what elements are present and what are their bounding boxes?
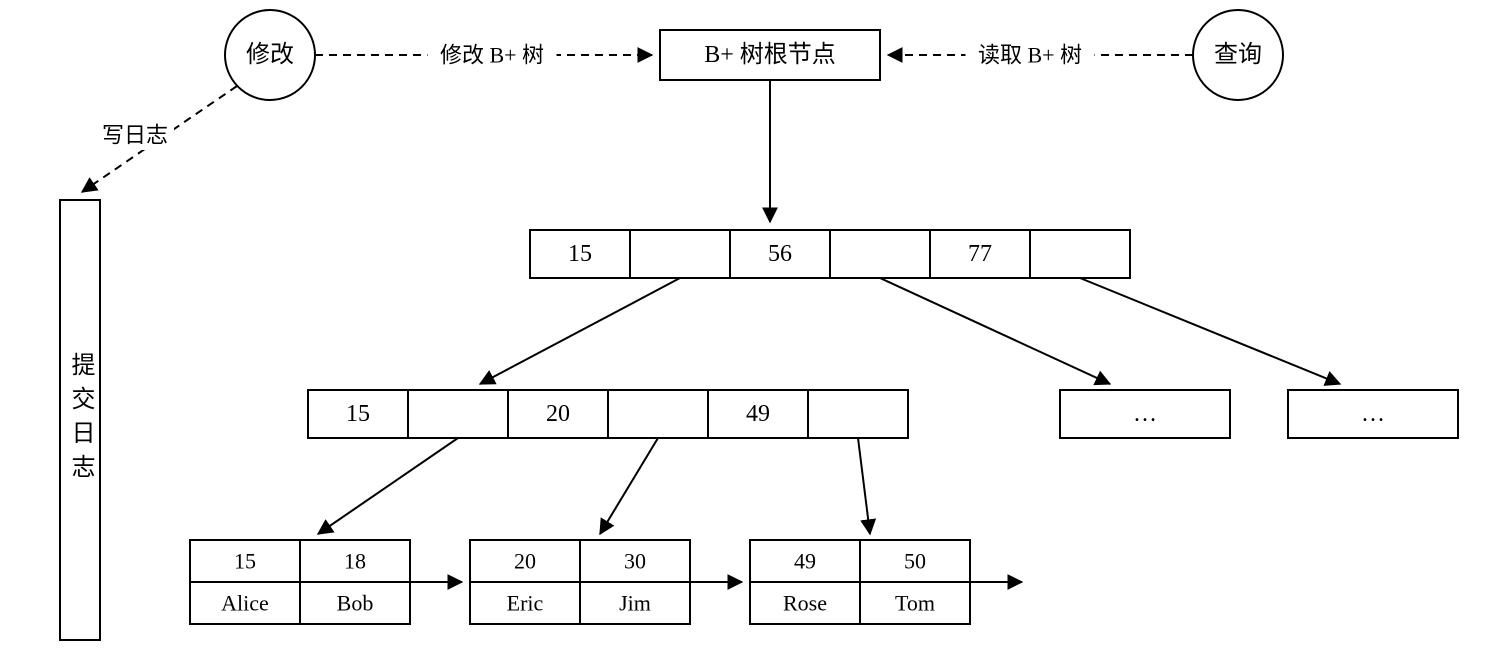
internal2-val-4: 49 [746,401,770,427]
internal2-cell-1 [408,390,508,438]
leaf-0-val-0: Alice [221,591,269,616]
internal2-val-0: 15 [346,401,370,427]
leaf-2-val-0: Rose [783,591,827,616]
arrow-internal1-ptr2-to-ellipsis1 [1080,278,1340,384]
query-label: 查询 [1214,41,1262,68]
leaf-2-key-0: 49 [794,549,816,574]
leaf-2-key-1: 50 [904,549,926,574]
commit-log-label: 提交日志 [67,352,95,488]
leaf-0-key-0: 15 [234,549,256,574]
arrow-internal2-ptr2-to-leaf2 [858,438,870,534]
leaf-1-val-1: Jim [619,591,651,616]
leaf-0-val-1: Bob [337,591,374,616]
internal1-cell-1 [630,230,730,278]
leaf-2-val-1: Tom [895,591,935,616]
arrow-internal2-ptr1-to-leaf1 [600,438,658,534]
ellipsis-label-1: … [1361,401,1385,427]
internal1-cell-5 [1030,230,1130,278]
edge-label-modify-bpt: 修改 B+ 树 [440,43,544,68]
leaf-1-key-0: 20 [514,549,536,574]
arrow-internal1-ptr0-to-internal2 [480,278,680,384]
leaf-1-val-0: Eric [507,591,544,616]
diagram-canvas: 修改 查询 B+ 树根节点提交日志 写日志 修改 B+ 树 读取 B+ 树 15 56 77 15… [0,0,1500,669]
edge-label-write-log: 写日志 [102,123,168,148]
internal1-val-0: 15 [568,241,592,267]
internal2-cell-5 [808,390,908,438]
modify-label: 修改 [246,41,294,68]
internal2-cell-3 [608,390,708,438]
leaf-0-key-1: 18 [344,549,366,574]
root-label: B+ 树根节点 [704,41,836,68]
arrow-internal1-ptr1-to-ellipsis0 [880,278,1110,384]
edge-label-read-bpt: 读取 B+ 树 [978,43,1082,68]
internal1-val-4: 77 [968,241,992,267]
internal1-val-2: 56 [768,241,792,267]
leaf-1-key-1: 30 [624,549,646,574]
ellipsis-label-0: … [1133,401,1157,427]
arrow-internal2-ptr0-to-leaf0 [318,438,458,534]
internal2-val-2: 20 [546,401,570,427]
internal1-cell-3 [830,230,930,278]
